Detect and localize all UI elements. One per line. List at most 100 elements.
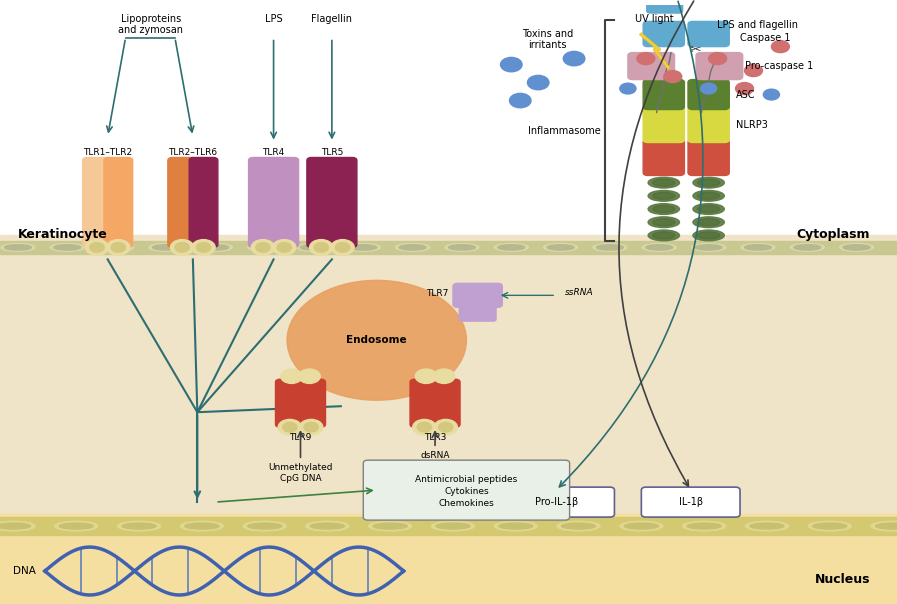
Ellipse shape — [547, 245, 574, 250]
Text: Keratinocyte: Keratinocyte — [18, 228, 108, 242]
FancyBboxPatch shape — [696, 53, 743, 80]
Ellipse shape — [692, 177, 725, 188]
Ellipse shape — [871, 521, 897, 531]
Text: Chemokines: Chemokines — [439, 499, 494, 508]
Ellipse shape — [698, 219, 720, 226]
Ellipse shape — [692, 190, 725, 201]
Text: DNA: DNA — [13, 566, 36, 576]
Ellipse shape — [50, 243, 84, 251]
Circle shape — [196, 243, 211, 252]
Circle shape — [331, 240, 354, 255]
Circle shape — [299, 369, 320, 384]
Ellipse shape — [54, 245, 81, 250]
Ellipse shape — [436, 523, 470, 529]
Circle shape — [256, 243, 270, 252]
Ellipse shape — [652, 179, 675, 186]
FancyBboxPatch shape — [189, 158, 218, 248]
FancyBboxPatch shape — [459, 300, 496, 321]
Text: TLR1–TLR2: TLR1–TLR2 — [83, 149, 132, 158]
Ellipse shape — [431, 521, 475, 531]
Ellipse shape — [494, 243, 528, 251]
Circle shape — [664, 71, 682, 83]
Ellipse shape — [498, 245, 525, 250]
Ellipse shape — [297, 243, 331, 251]
Text: LPS: LPS — [265, 14, 283, 24]
Ellipse shape — [624, 523, 658, 529]
Ellipse shape — [843, 245, 870, 250]
Ellipse shape — [180, 521, 223, 531]
Text: Nucleus: Nucleus — [814, 573, 870, 586]
Text: Endosome: Endosome — [346, 335, 407, 345]
Circle shape — [281, 369, 302, 384]
Text: Antimicrobial peptides: Antimicrobial peptides — [415, 475, 518, 484]
Circle shape — [637, 53, 655, 65]
Ellipse shape — [100, 243, 134, 251]
Ellipse shape — [248, 523, 282, 529]
Text: Flagellin: Flagellin — [311, 14, 353, 24]
Ellipse shape — [692, 230, 725, 241]
Ellipse shape — [544, 243, 578, 251]
Circle shape — [736, 83, 753, 95]
Text: TLR2–TLR6: TLR2–TLR6 — [169, 149, 217, 158]
Text: Cytoplasm: Cytoplasm — [797, 228, 870, 242]
FancyBboxPatch shape — [410, 379, 439, 427]
Ellipse shape — [350, 245, 377, 250]
Text: TLR9: TLR9 — [290, 433, 311, 442]
Circle shape — [175, 243, 189, 252]
Ellipse shape — [399, 245, 426, 250]
Circle shape — [509, 94, 531, 108]
Ellipse shape — [4, 245, 31, 250]
Ellipse shape — [557, 521, 600, 531]
Ellipse shape — [620, 521, 663, 531]
Circle shape — [309, 240, 333, 255]
FancyBboxPatch shape — [688, 140, 729, 176]
Circle shape — [192, 240, 215, 255]
FancyBboxPatch shape — [328, 158, 357, 248]
Ellipse shape — [745, 521, 788, 531]
Circle shape — [413, 419, 436, 435]
FancyBboxPatch shape — [83, 158, 111, 248]
Ellipse shape — [118, 521, 161, 531]
Text: TLR4: TLR4 — [263, 149, 284, 158]
Text: Pro-IL-1β: Pro-IL-1β — [535, 497, 578, 507]
FancyBboxPatch shape — [363, 460, 570, 520]
Text: IL-1β: IL-1β — [679, 497, 702, 507]
Circle shape — [335, 243, 350, 252]
Circle shape — [527, 76, 549, 90]
FancyBboxPatch shape — [643, 140, 684, 176]
Ellipse shape — [642, 243, 676, 251]
Circle shape — [304, 422, 318, 432]
FancyBboxPatch shape — [641, 487, 740, 517]
Circle shape — [417, 422, 431, 432]
Bar — [0, 241, 897, 254]
Bar — [0, 514, 897, 604]
FancyBboxPatch shape — [248, 158, 277, 248]
Ellipse shape — [745, 245, 771, 250]
Text: UV light: UV light — [635, 14, 675, 24]
Ellipse shape — [790, 243, 824, 251]
Circle shape — [273, 240, 296, 255]
FancyBboxPatch shape — [643, 80, 684, 109]
Circle shape — [90, 243, 104, 252]
FancyBboxPatch shape — [647, 0, 683, 13]
Circle shape — [433, 369, 455, 384]
FancyBboxPatch shape — [168, 158, 196, 248]
FancyBboxPatch shape — [643, 21, 684, 47]
Ellipse shape — [597, 245, 623, 250]
Text: ssRNA: ssRNA — [565, 288, 594, 297]
FancyBboxPatch shape — [307, 158, 335, 248]
FancyBboxPatch shape — [297, 379, 326, 427]
Ellipse shape — [373, 523, 407, 529]
Circle shape — [278, 419, 301, 435]
Circle shape — [701, 83, 717, 94]
Ellipse shape — [813, 523, 847, 529]
Text: TLR3: TLR3 — [424, 433, 446, 442]
Ellipse shape — [695, 245, 722, 250]
FancyBboxPatch shape — [643, 106, 684, 143]
Ellipse shape — [346, 243, 380, 251]
Circle shape — [709, 53, 727, 65]
FancyBboxPatch shape — [688, 106, 729, 143]
Ellipse shape — [122, 523, 156, 529]
Circle shape — [501, 57, 522, 72]
Ellipse shape — [698, 192, 720, 199]
